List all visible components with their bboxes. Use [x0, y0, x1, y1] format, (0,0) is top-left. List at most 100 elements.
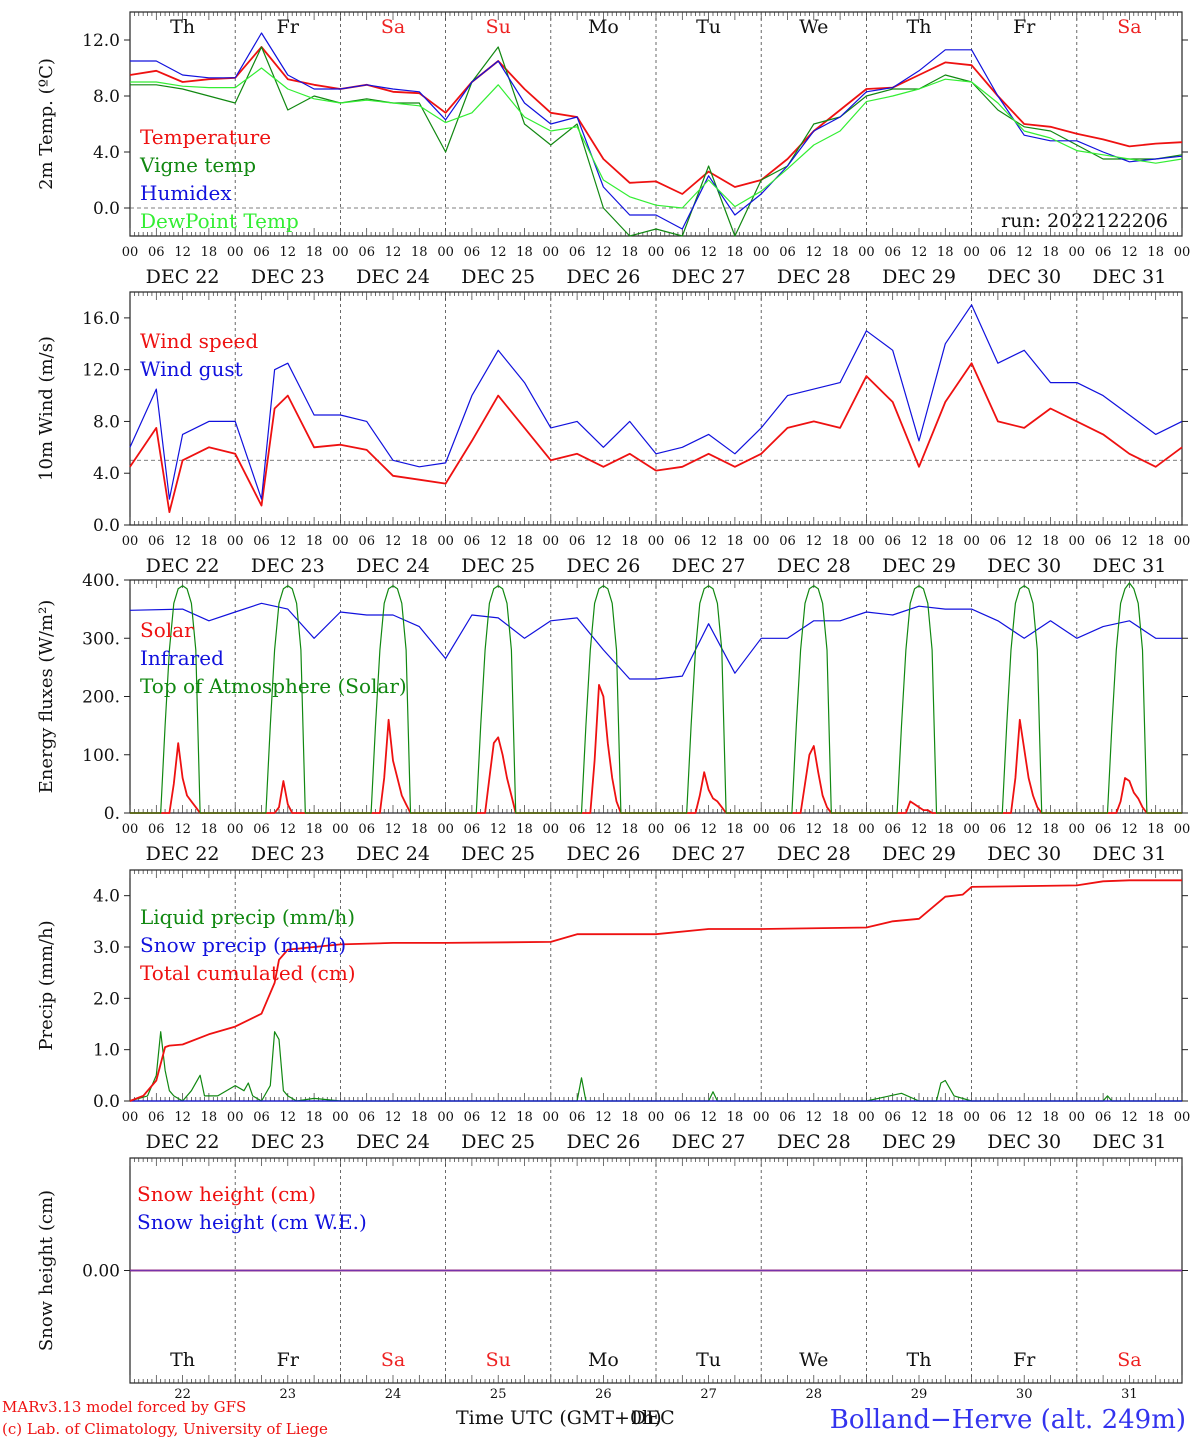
- date-label: DEC 27: [672, 555, 746, 577]
- hour-tick-label: 00: [1174, 822, 1191, 837]
- hour-tick-label: 18: [1147, 822, 1164, 837]
- hour-tick-label: 18: [937, 245, 954, 260]
- day-number-label: 23: [280, 1387, 297, 1402]
- day-label: Fr: [277, 1349, 300, 1371]
- hour-tick-label: 18: [411, 822, 428, 837]
- hour-tick-label: 12: [595, 822, 612, 837]
- hour-tick-label: 18: [201, 822, 218, 837]
- y-tick-label: 3.0: [93, 938, 120, 958]
- y-tick-label: 4.0: [93, 887, 120, 907]
- hour-tick-label: 06: [569, 245, 586, 260]
- hour-tick-label: 00: [543, 1110, 560, 1125]
- hour-tick-label: 00: [122, 822, 139, 837]
- hour-tick-label: 06: [779, 534, 796, 549]
- hour-tick-label: 06: [358, 245, 375, 260]
- hour-tick-label: 06: [1095, 245, 1112, 260]
- hour-tick-label: 00: [437, 822, 454, 837]
- series-line-infrared: [129, 602, 1182, 680]
- hour-tick-label: 12: [806, 822, 823, 837]
- date-label: DEC 26: [566, 555, 640, 577]
- y-tick-label: 16.0: [82, 309, 120, 329]
- day-label: Mo: [588, 16, 619, 38]
- hour-tick-label: 12: [280, 534, 297, 549]
- hour-tick-label: 18: [937, 822, 954, 837]
- hour-tick-label: 18: [306, 534, 323, 549]
- date-label: DEC 24: [356, 1131, 430, 1153]
- legend-entry: DewPoint Temp: [140, 209, 299, 233]
- legend-entry: Wind gust: [140, 357, 243, 381]
- hour-tick-label: 00: [858, 534, 875, 549]
- hour-tick-label: 06: [148, 822, 165, 837]
- date-label: DEC 31: [1092, 1131, 1166, 1153]
- day-label: Tu: [696, 1349, 721, 1371]
- hour-tick-label: 12: [595, 1110, 612, 1125]
- date-label: DEC 28: [777, 555, 851, 577]
- day-label: We: [799, 16, 828, 38]
- hour-tick-label: 06: [253, 1110, 270, 1125]
- hour-tick-label: 18: [1042, 822, 1059, 837]
- hour-tick-label: 00: [648, 534, 665, 549]
- series-line-vigne-temp: [130, 46, 1183, 237]
- hour-tick-label: 00: [1174, 245, 1191, 260]
- hour-tick-label: 18: [1042, 534, 1059, 549]
- hour-tick-label: 12: [1016, 534, 1033, 549]
- legend-entry: Snow height (cm W.E.): [137, 1210, 367, 1234]
- hour-tick-label: 18: [621, 534, 638, 549]
- hour-tick-label: 06: [464, 245, 481, 260]
- hour-tick-label: 12: [280, 245, 297, 260]
- date-label: DEC 27: [672, 1131, 746, 1153]
- hour-tick-label: 12: [700, 534, 717, 549]
- hour-tick-label: 18: [516, 534, 533, 549]
- hour-tick-label: 00: [858, 245, 875, 260]
- series-line-total-cumulated-cm: [129, 879, 1182, 1102]
- hour-tick-label: 00: [543, 534, 560, 549]
- hour-tick-label: 12: [911, 534, 928, 549]
- hour-tick-label: 18: [727, 1110, 744, 1125]
- y-axis-title: 10m Wind (m/s): [36, 336, 57, 481]
- hour-tick-label: 12: [1121, 822, 1138, 837]
- date-label: DEC 30: [987, 843, 1061, 865]
- hour-tick-label: 00: [963, 245, 980, 260]
- hour-tick-label: 18: [621, 1110, 638, 1125]
- y-axis-title: Precip (mm/h): [36, 920, 57, 1050]
- y-tick-label: 100.: [82, 746, 120, 766]
- hour-tick-label: 00: [543, 822, 560, 837]
- panel-energy: 0. 100. 200. 300. 400. Energy fluxes (W/m²) So…: [36, 571, 1190, 865]
- hour-tick-label: 12: [700, 1110, 717, 1125]
- y-axis-title: Snow height (cm): [36, 1190, 57, 1351]
- day-label: Su: [486, 1349, 511, 1371]
- hour-tick-label: 06: [148, 245, 165, 260]
- hour-tick-label: 00: [122, 534, 139, 549]
- date-label: DEC 28: [777, 1131, 851, 1153]
- hour-tick-label: 18: [306, 822, 323, 837]
- legend-entry: Temperature: [140, 125, 271, 149]
- hour-tick-label: 00: [753, 245, 770, 260]
- date-label: DEC 30: [987, 555, 1061, 577]
- day-number-label: 29: [911, 1387, 928, 1402]
- hour-tick-label: 06: [884, 822, 901, 837]
- legend-entry: Snow precip (mm/h): [140, 933, 346, 957]
- day-number-label: 25: [490, 1387, 507, 1402]
- date-label: DEC 28: [777, 843, 851, 865]
- day-label: Mo: [588, 1349, 619, 1371]
- hour-tick-label: 12: [700, 245, 717, 260]
- day-label: Sa: [1117, 16, 1141, 38]
- legend-entry: Total cumulated (cm): [140, 961, 356, 985]
- series-line-wind-speed: [129, 362, 1183, 513]
- date-label: DEC 23: [251, 1131, 325, 1153]
- hour-tick-label: 18: [201, 534, 218, 549]
- hour-tick-label: 06: [884, 1110, 901, 1125]
- hour-tick-label: 06: [1095, 1110, 1112, 1125]
- date-label: DEC 23: [251, 555, 325, 577]
- day-label: Sa: [381, 16, 405, 38]
- date-label: DEC 22: [146, 266, 220, 288]
- hour-tick-label: 06: [884, 534, 901, 549]
- y-tick-label: 1.0: [93, 1041, 120, 1061]
- series-line-wind-gust: [129, 304, 1183, 500]
- hour-tick-label: 12: [911, 1110, 928, 1125]
- date-label: DEC 25: [461, 1131, 535, 1153]
- hour-tick-label: 18: [1147, 245, 1164, 260]
- date-label: DEC 26: [566, 1131, 640, 1153]
- y-tick-label: 0.0: [93, 199, 120, 219]
- legend-entry: Solar: [140, 618, 194, 642]
